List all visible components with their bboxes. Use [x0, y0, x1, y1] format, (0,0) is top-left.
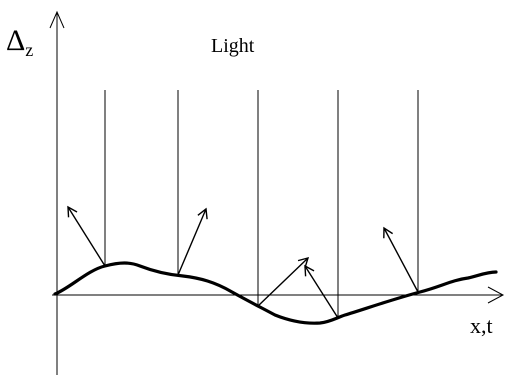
x-axis-arrowhead	[487, 286, 505, 304]
reflected-ray-4	[304, 264, 339, 319]
surface-curve	[53, 261, 498, 325]
y-axis-label: Δz	[6, 24, 33, 60]
y-axis-arrowhead	[49, 10, 65, 29]
reflected-ray-5	[383, 226, 419, 293]
x-axis-label: x,t	[470, 313, 493, 338]
reflected-ray-1	[67, 205, 106, 267]
reflected-ray-3	[257, 257, 310, 307]
light-label: Light	[211, 35, 255, 57]
reflected-ray-2	[177, 207, 208, 276]
